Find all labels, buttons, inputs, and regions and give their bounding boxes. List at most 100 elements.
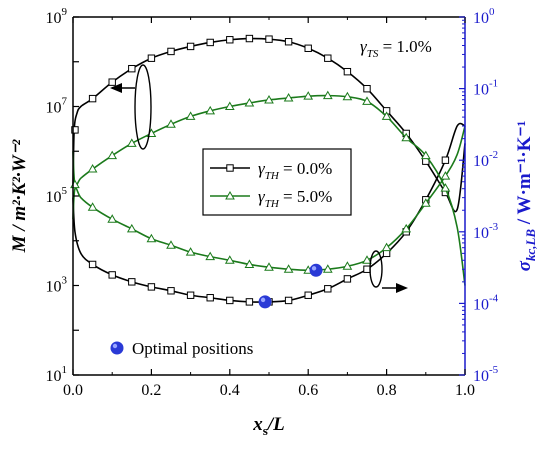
series-sigma-marker [206,294,214,302]
series-M-marker [420,150,431,160]
legend-marker [225,190,235,200]
series-sigma-marker [244,259,255,268]
optimal-point-marker [309,263,323,277]
optimal-point-highlight [311,266,317,271]
series-M-marker [128,64,136,73]
optimal-legend-marker [110,341,124,355]
series-M-marker [264,94,274,104]
series-sigma-marker [147,283,156,291]
right-y-tick-label: 10-3 [473,221,499,242]
series-M-marker [324,54,332,62]
right-y-tick-label: 10-1 [473,78,498,99]
right-y-tick-label: 10-2 [473,149,498,170]
series-M-marker [206,38,214,47]
series-M-marker [440,183,451,192]
series-sigma-marker [264,262,274,271]
series-M-marker [147,54,156,62]
left-arrow-head [110,83,122,93]
series-M-marker [226,36,234,44]
right-y-tick-label: 10-4 [473,292,499,313]
x-tick-label: 0.6 [298,382,318,399]
legend-box [202,148,352,216]
axes: 0.0 0.2 0.4 0.6 0.8 1.0 101 103 105 107 109 10-5 10-… [9,6,538,438]
series-M-marker [401,132,412,142]
series-sigma-marker [146,233,157,243]
gamma-ts-annotation: γTS = 1.0% [360,37,432,60]
series-layer [70,34,466,309]
series-M-marker [167,47,175,56]
legend-label: γTH = 0.0% [258,159,332,182]
left-group-ellipse [134,64,152,150]
optimal-point-highlight [260,297,266,303]
series-M-marker [107,150,118,160]
series-sigma-marker [322,264,333,273]
optimal-point [309,263,323,277]
x-tick-label: 0.4 [220,382,240,399]
legend-marker [226,164,234,172]
left-y-tick-label: 103 [46,275,68,296]
optimal-legend-label: Optimal positions [132,339,253,358]
series-M-marker [381,111,392,120]
series-2 [70,90,466,286]
series-sigma-marker [304,291,312,299]
series-M-marker [166,119,176,128]
series-M-marker [185,111,196,120]
series-sigma-marker [226,296,234,305]
left-y-tick-label: 109 [46,6,68,27]
x-tick-label: 0.0 [63,382,83,399]
series-sigma-marker [185,247,196,256]
series-sigma-marker [87,202,98,211]
series-sigma-marker [401,223,412,233]
series-sigma-marker [128,278,136,286]
series-sigma-marker [363,265,371,273]
series-M-marker [186,42,195,51]
optimal-legend-highlight [112,343,118,349]
series-sigma-marker [381,242,392,252]
legend-label: γTH = 5.0% [258,187,332,210]
left-y-axis-title: M / m²·K²·W⁻² [9,138,30,253]
series-M-marker [88,94,97,103]
x-tick-label: 0.2 [141,382,161,399]
series-sigma-marker [420,198,431,207]
series-sigma-marker [284,296,293,305]
right-arrow-head [396,283,408,293]
series-sigma-marker [167,287,175,295]
series-M-marker [304,44,312,52]
optimal-legend: Optimal positions [110,339,253,358]
series-sigma-marker [107,214,118,223]
series-M-marker [244,97,255,107]
series-sigma-marker [440,171,451,180]
series-M-marker [303,91,314,100]
series-M-marker [342,91,353,101]
series-sigma-marker [343,275,352,283]
series-M-marker [205,105,216,115]
series-sigma-marker [205,251,216,261]
series-sigma-marker [362,255,372,264]
annotations: γTS = 1.0% γTH = 0.0% γTH = 5.0% Optimal po… [110,37,432,358]
series-M-marker [245,34,254,43]
series-M-marker [126,138,137,147]
series-M-marker [284,38,293,46]
series-sigma-marker [245,298,254,306]
series-sigma-marker [186,291,195,299]
x-tick-label: 1.0 [455,382,475,399]
right-group-ellipse [369,250,383,288]
series-sigma-marker [224,255,235,264]
series-M-marker [343,67,352,76]
series-sigma-marker [88,260,97,269]
legend: γTH = 0.0% γTH = 5.0% [202,148,352,216]
series-sigma-marker [342,261,353,270]
series-sigma-marker [324,285,332,293]
series-sigma-marker [166,240,176,249]
series-M-marker [283,92,294,102]
series-sigma-marker [283,264,294,273]
series-M-marker [363,84,371,93]
optimal-point-marker [258,295,272,309]
left-y-tick-label: 107 [46,96,68,117]
series-sigma-marker [126,223,137,233]
series-M-marker [87,164,98,173]
left-y-tick-label: 101 [46,364,68,385]
right-y-tick-label: 100 [473,6,495,27]
right-y-tick-label: 10-5 [473,364,499,385]
